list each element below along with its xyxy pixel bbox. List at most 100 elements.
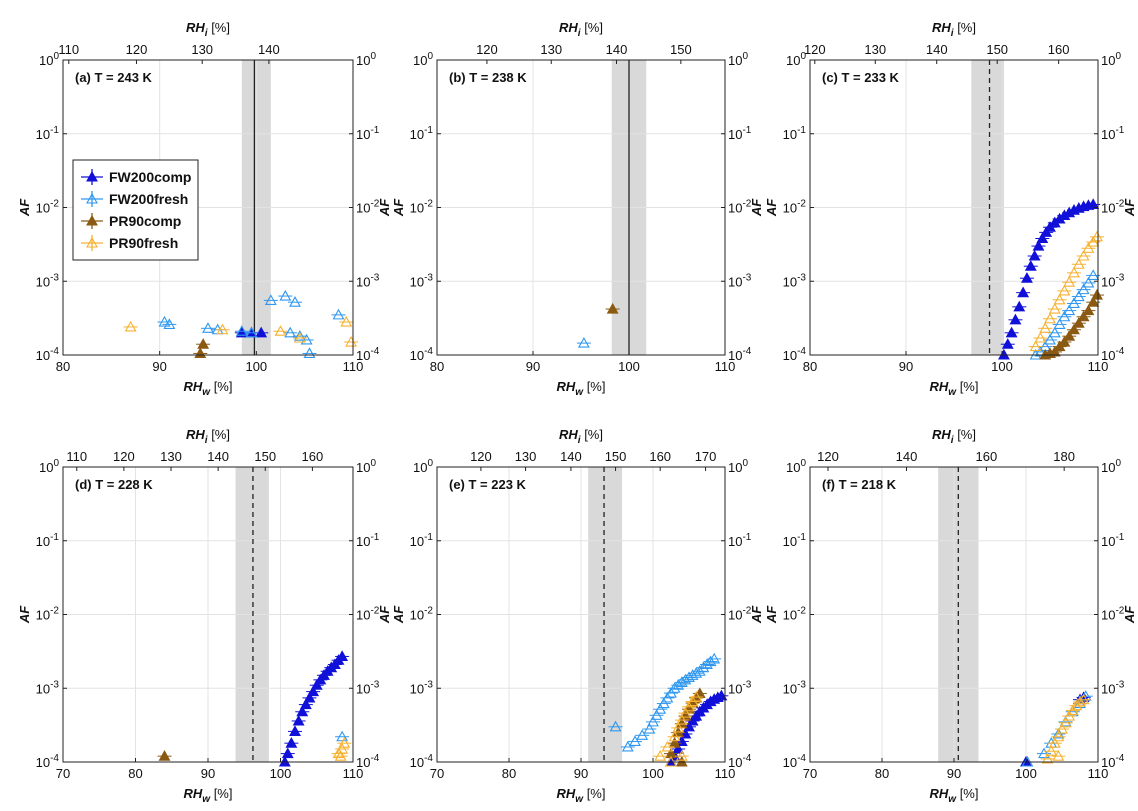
x-tick-label: 90 xyxy=(201,766,215,781)
x-tick-label: 80 xyxy=(128,766,142,781)
x-axis-label: RHw [%] xyxy=(184,379,233,398)
data-point xyxy=(672,721,685,733)
data-point xyxy=(675,750,688,761)
y-axis-label-right: AF xyxy=(749,198,764,217)
data-point xyxy=(255,326,268,338)
data-point xyxy=(264,294,277,305)
data-point xyxy=(336,730,349,742)
data-point xyxy=(650,709,663,720)
data-point xyxy=(1091,288,1103,300)
data-point xyxy=(245,326,258,338)
data-point xyxy=(672,742,685,754)
x-tick-label: 70 xyxy=(430,766,444,781)
y-tick-label: 10-3 xyxy=(36,679,60,696)
y-tick-label-right: 10-4 xyxy=(1101,753,1125,770)
data-point xyxy=(1077,693,1090,705)
data-point xyxy=(697,661,710,673)
y-tick-label: 10-4 xyxy=(36,753,60,770)
data-point xyxy=(300,333,313,345)
data-point xyxy=(235,326,248,338)
x-top-tick-label: 140 xyxy=(560,449,582,464)
series-PR90fresh xyxy=(653,690,704,767)
data-point xyxy=(1044,312,1056,324)
y-tick-label-right: 10-2 xyxy=(1101,606,1125,623)
data-point xyxy=(1039,322,1052,333)
panel-label: (a) T = 243 K xyxy=(75,70,153,85)
data-point xyxy=(1040,226,1053,237)
data-point xyxy=(1087,235,1100,247)
data-point xyxy=(629,735,641,746)
data-point xyxy=(1068,323,1080,335)
panel-label: (d) T = 228 K xyxy=(75,477,153,492)
y-tick-label: 10-3 xyxy=(36,272,60,289)
x-top-tick-label: 130 xyxy=(540,42,562,57)
x-top-tick-label: 130 xyxy=(160,449,182,464)
data-point xyxy=(661,740,674,752)
data-point xyxy=(1013,300,1026,312)
y-axis-label-right: AF xyxy=(377,605,392,624)
panel-label: (e) T = 223 K xyxy=(449,477,527,492)
panel-2: 80 90 100 110 120 130 140 150 160 100 100 10-1 10-1 1… xyxy=(764,20,1137,398)
data-point xyxy=(1082,276,1095,288)
data-point xyxy=(310,679,323,690)
y-axis-label-right: AF xyxy=(1122,198,1137,217)
data-point xyxy=(1048,302,1061,314)
y-tick-label-right: 10-1 xyxy=(1101,532,1125,549)
x-top-tick-label: 150 xyxy=(254,449,276,464)
y-tick-label: 10-2 xyxy=(783,606,807,623)
data-point xyxy=(345,335,358,347)
data-point xyxy=(1077,249,1090,261)
data-point xyxy=(334,750,347,761)
x-tick-label: 90 xyxy=(526,359,540,374)
data-point xyxy=(1053,293,1066,305)
data-point xyxy=(1041,752,1054,764)
y-axis-label: AF xyxy=(17,198,32,217)
data-point xyxy=(197,338,210,349)
x-tick-label: 80 xyxy=(502,766,516,781)
panel-label: (f) T = 218 K xyxy=(822,477,897,492)
data-point xyxy=(621,740,634,752)
y-tick-label-right: 10-2 xyxy=(356,606,380,623)
y-axis-label: AF xyxy=(764,198,779,217)
panel-3: 70 80 90 100 110 110 120 130 140 150 160 100 100 10-1… xyxy=(17,427,392,805)
x-tick-label: 110 xyxy=(1088,359,1109,374)
data-point xyxy=(1036,232,1049,244)
data-point xyxy=(701,658,713,670)
y-tick-label-right: 10-1 xyxy=(728,125,752,142)
x-axis-label: RHw [%] xyxy=(557,786,606,805)
data-point xyxy=(338,737,351,748)
data-point xyxy=(1058,335,1071,347)
x-tick-label: 80 xyxy=(430,359,444,374)
data-point xyxy=(1070,699,1083,711)
data-point xyxy=(657,697,670,709)
y-tick-label: 10-1 xyxy=(783,532,807,549)
data-point xyxy=(1063,276,1076,287)
x-tick-label: 90 xyxy=(574,766,588,781)
data-point xyxy=(296,705,309,717)
data-point xyxy=(1001,338,1014,349)
y-tick-label-right: 10-3 xyxy=(356,272,380,289)
y-tick-label: 10-2 xyxy=(410,606,434,623)
data-point xyxy=(1048,345,1061,357)
y-tick-label-right: 100 xyxy=(356,51,376,68)
data-point xyxy=(683,700,695,712)
legend-label: PR90comp xyxy=(109,213,181,229)
y-axis-label-right: AF xyxy=(749,605,764,624)
panel-1: 80 90 100 110 120 130 140 150 100 100 10-1 10-1 10-2… xyxy=(391,20,764,398)
x-tick-label: 110 xyxy=(1088,766,1109,781)
y-tick-label: 10-1 xyxy=(36,532,60,549)
x-top-axis-label: RHi [%] xyxy=(186,20,230,39)
x-tick-label: 110 xyxy=(343,359,364,374)
data-point xyxy=(216,323,229,335)
data-point xyxy=(1009,313,1022,325)
data-point xyxy=(1058,284,1071,296)
x-top-axis-label: RHi [%] xyxy=(932,20,976,39)
x-tick-label: 70 xyxy=(803,766,817,781)
x-tick-label: 100 xyxy=(642,766,664,781)
x-top-tick-label: 120 xyxy=(817,449,839,464)
x-top-tick-label: 130 xyxy=(191,42,213,57)
series-FW200comp xyxy=(996,198,1101,360)
data-point xyxy=(672,679,685,690)
y-tick-label: 100 xyxy=(786,51,806,68)
y-tick-label: 10-4 xyxy=(783,346,807,363)
